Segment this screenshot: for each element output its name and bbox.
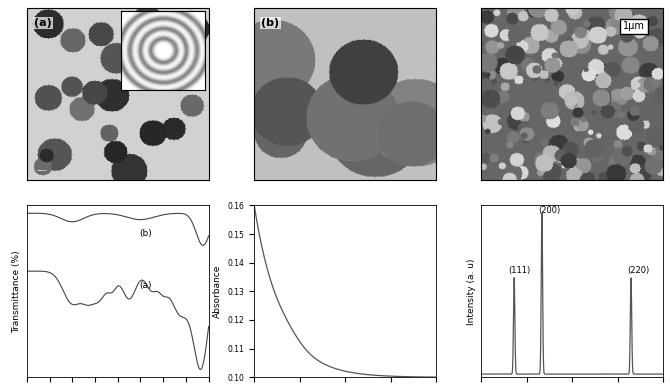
Text: (b): (b) [139,229,152,238]
Text: (b): (b) [261,18,279,28]
Text: (111): (111) [509,266,531,275]
Text: (a): (a) [139,281,152,290]
Y-axis label: Intensity (a. u): Intensity (a. u) [467,258,476,325]
Text: (200): (200) [538,206,561,215]
Text: ___: ___ [36,165,46,171]
Y-axis label: Absorbance: Absorbance [213,264,222,318]
Text: (220): (220) [627,266,649,275]
Text: (a): (a) [34,18,52,28]
Text: 1μm: 1μm [623,22,645,32]
Y-axis label: Transmittance (%): Transmittance (%) [12,250,21,333]
